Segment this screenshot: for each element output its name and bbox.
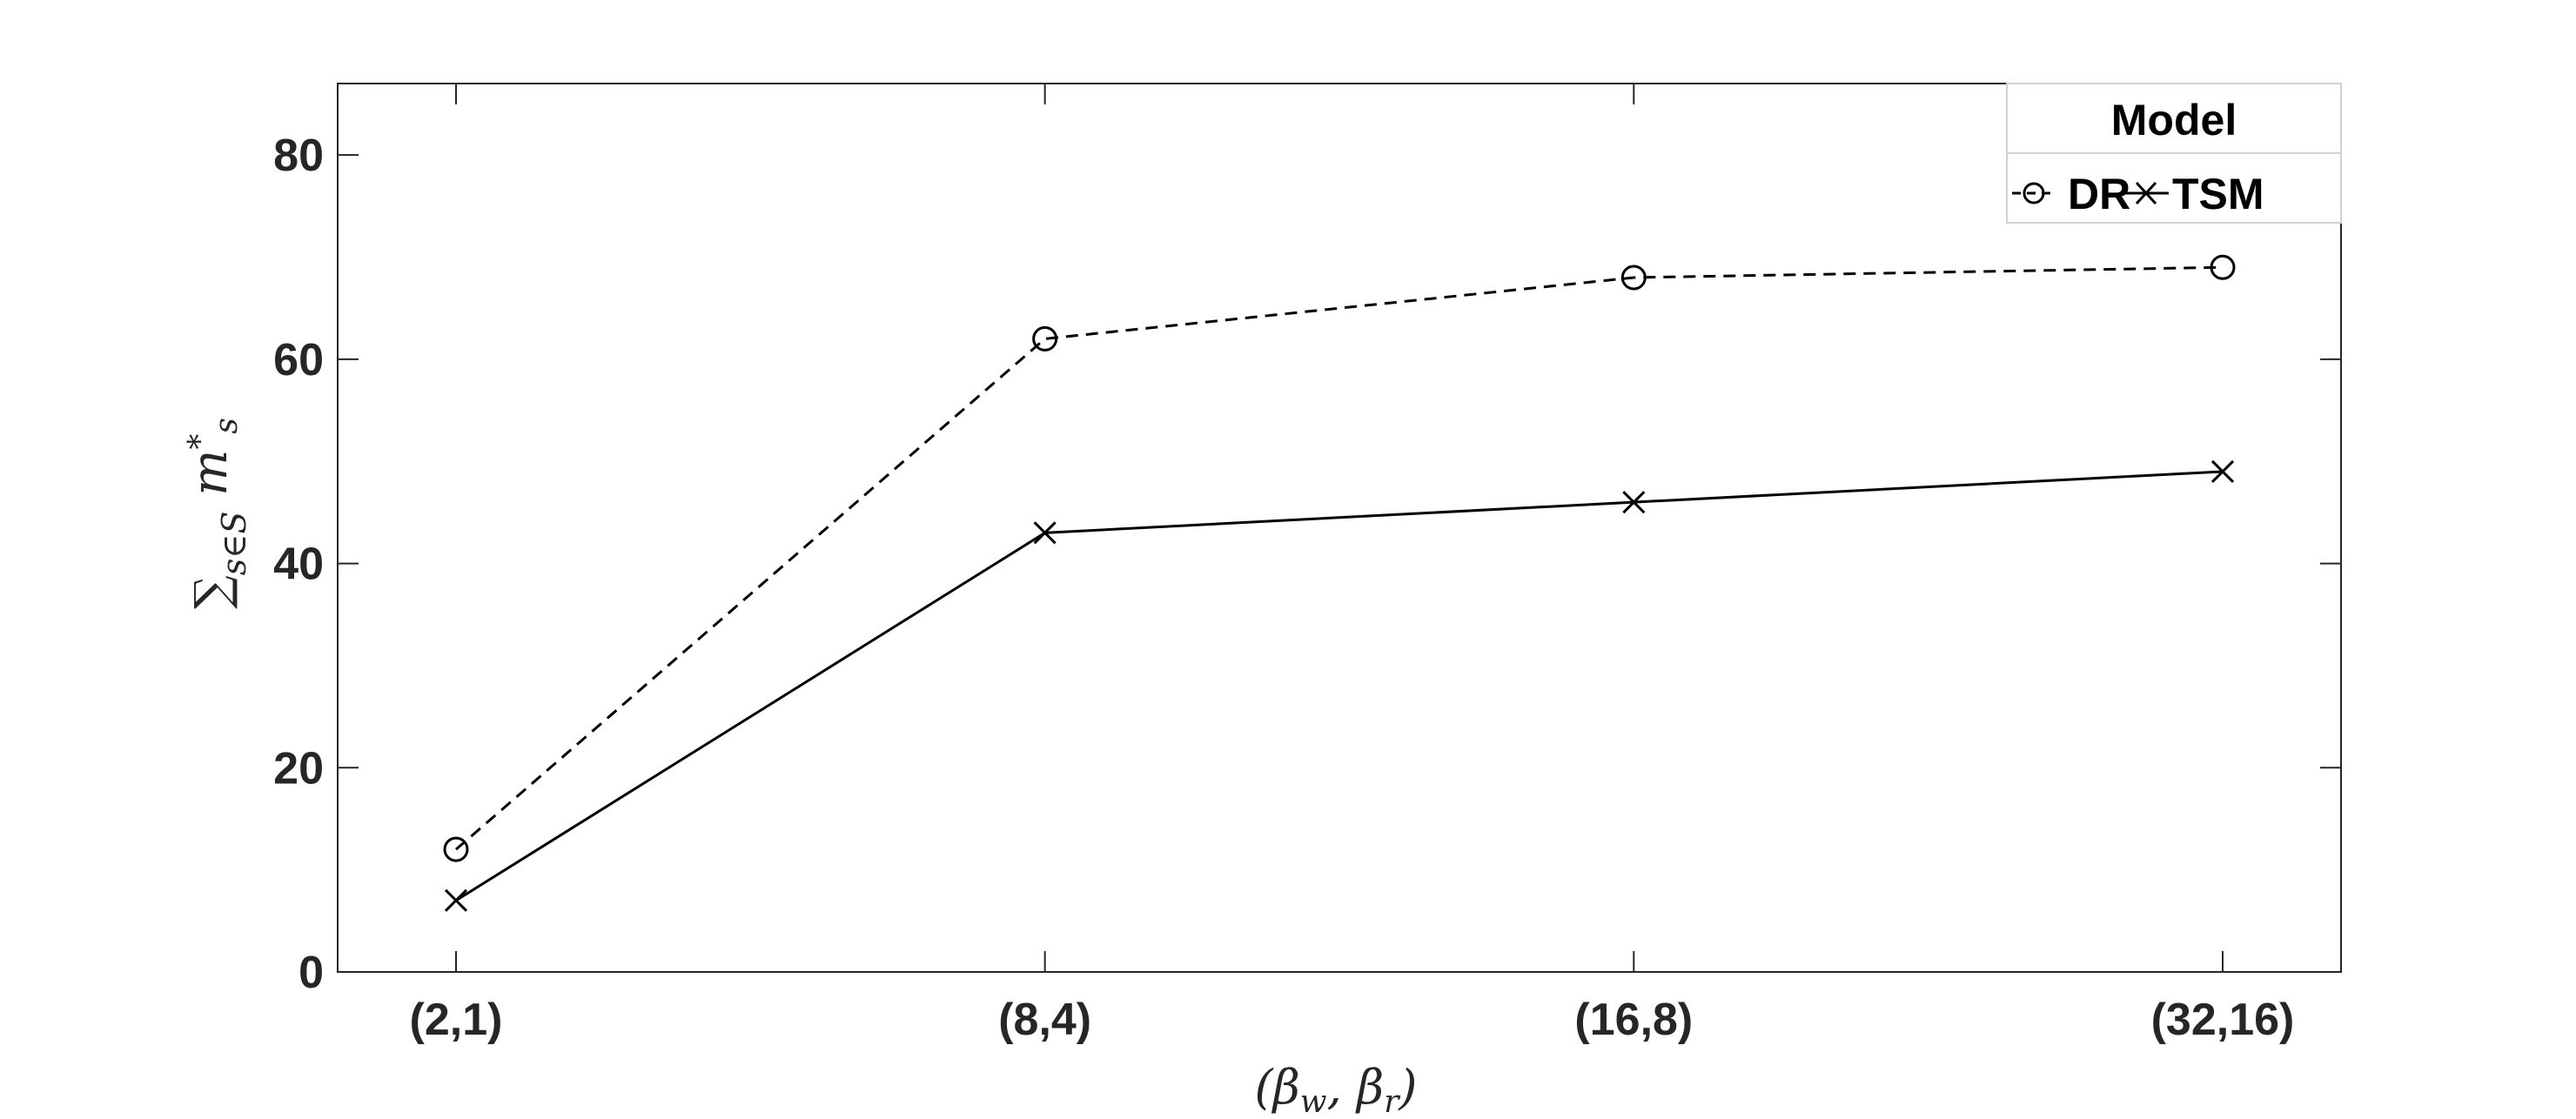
y-tick-label: 0 (299, 948, 324, 998)
y-tick-label: 60 (273, 335, 324, 385)
legend-label-tsm: TSM (2172, 170, 2264, 218)
plot-area (337, 83, 2342, 973)
y-axis: 0 20 40 60 80 (273, 131, 2341, 998)
x-axis-label: (βw, βr) (1255, 1060, 1418, 1119)
x-tick-label: (32,16) (2151, 995, 2295, 1045)
x-tick-label: (8,4) (998, 995, 1091, 1045)
data-point-dr (443, 836, 469, 862)
data-point-tsm (1033, 521, 1057, 545)
data-point-tsm (444, 888, 468, 912)
x-tick-label: (16,8) (1574, 995, 1693, 1045)
y-tick-label: 40 (273, 539, 324, 590)
series-line-tsm (455, 470, 2224, 902)
data-point-dr (1620, 265, 1647, 291)
legend-title: Model (2111, 96, 2237, 144)
series-layer (443, 254, 2236, 912)
plot-frame (337, 83, 2342, 973)
legend-label-dr: DR (2068, 170, 2130, 218)
data-point-tsm (2210, 459, 2235, 484)
x-tick-label: (2,1) (410, 995, 503, 1045)
x-axis: (2,1) (8,4) (16,8) (32,16) (410, 84, 2295, 1045)
y-tick-label: 20 (273, 743, 324, 794)
legend-item-dr: DR (2012, 170, 2130, 218)
legend-item-tsm: TSM (2123, 170, 2264, 218)
data-point-tsm (1622, 491, 1646, 514)
legend: Model DR TSM (2006, 83, 2342, 224)
y-tick-label: 80 (273, 131, 324, 181)
series-line-dr (455, 265, 2224, 851)
data-point-dr (2210, 254, 2236, 280)
data-point-dr (1032, 325, 1058, 352)
